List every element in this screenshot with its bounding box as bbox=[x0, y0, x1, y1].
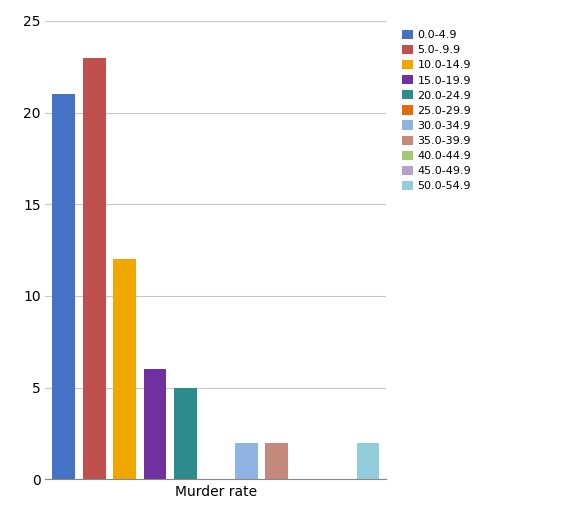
X-axis label: Murder rate: Murder rate bbox=[175, 485, 257, 499]
Legend: 0.0-4.9, 5.0-.9.9, 10.0-14.9, 15.0-19.9, 20.0-24.9, 25.0-29.9, 30.0-34.9, 35.0-3: 0.0-4.9, 5.0-.9.9, 10.0-14.9, 15.0-19.9,… bbox=[399, 27, 475, 195]
Bar bbox=[357, 443, 379, 479]
Bar bbox=[113, 259, 136, 479]
Bar bbox=[144, 369, 166, 479]
Bar bbox=[83, 57, 106, 479]
Bar bbox=[174, 388, 197, 479]
Bar bbox=[235, 443, 258, 479]
Bar bbox=[52, 94, 75, 479]
Bar bbox=[265, 443, 288, 479]
